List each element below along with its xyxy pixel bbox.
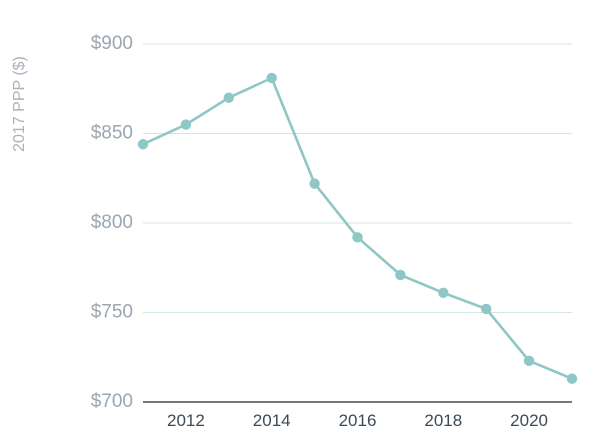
gridlines [143,43,572,313]
y-tick-label: $850 [91,123,133,144]
data-point-2019 [481,303,492,315]
data-point-2013 [223,92,234,103]
y-tick-label: $900 [91,33,133,54]
x-tick-labels: 2012 2014 2016 2018 2020 [167,411,548,430]
y-tick-label: $700 [91,391,133,412]
y-tick-label: $800 [91,212,133,233]
data-point-2016 [352,232,363,243]
y-tick-labels: $700 $750 $800 $850 $900 [91,33,133,412]
x-tick-label: 2018 [424,411,462,430]
y-tick-label: $750 [91,302,133,323]
data-point-2018 [438,287,449,299]
series-line [142,76,573,380]
data-point-2014 [266,72,277,84]
series [137,72,578,384]
data-point-2020 [523,355,535,367]
data-point-2011 [137,139,149,150]
x-tick-label: 2012 [167,411,205,430]
data-point-2017 [395,269,406,281]
data-point-2015 [309,178,320,189]
data-point-2021 [566,373,578,384]
x-tick-label: 2020 [510,411,548,430]
data-point-2012 [180,119,192,130]
x-tick-label: 2014 [253,411,291,430]
y-axis-label: 2017 PPP ($) [11,56,28,152]
x-tick-label: 2016 [339,411,377,430]
